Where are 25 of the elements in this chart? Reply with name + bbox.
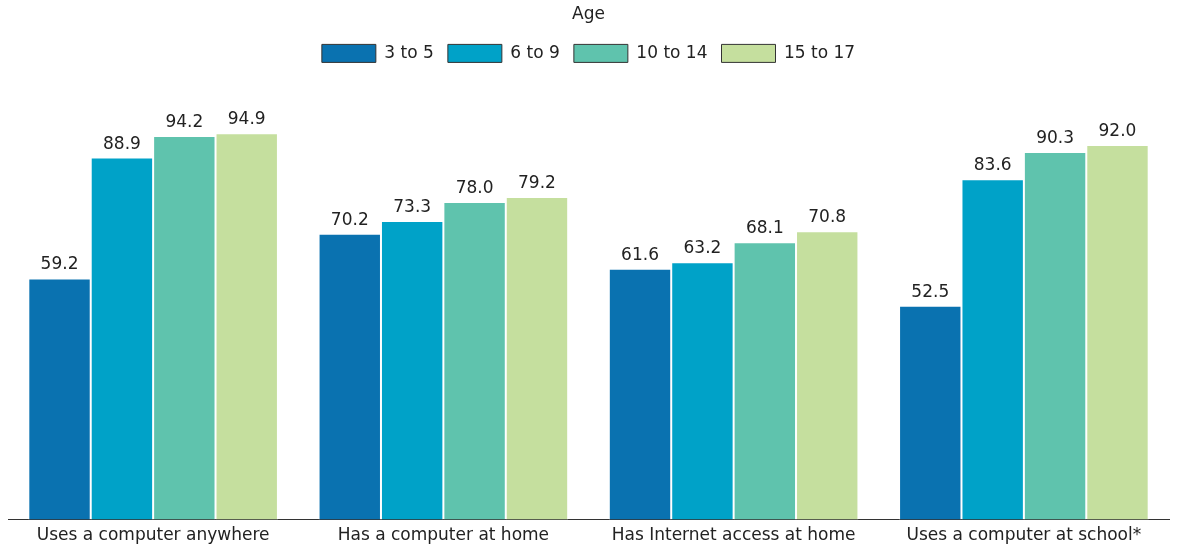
data-label: 59.2 [40, 253, 79, 274]
data-label: 73.3 [393, 196, 432, 217]
data-label: 90.3 [1036, 126, 1075, 147]
x-tick-label: Has Internet access at home [611, 524, 856, 545]
legend-label: 15 to 17 [784, 41, 856, 62]
data-label: 70.8 [808, 206, 847, 227]
legend-label: 6 to 9 [510, 41, 560, 62]
data-label: 92.0 [1098, 119, 1137, 140]
data-label: 63.2 [683, 237, 722, 258]
legend-label: 3 to 5 [384, 41, 434, 62]
data-label: 78.0 [455, 176, 494, 197]
data-label: 94.9 [227, 108, 266, 129]
legend-title: Age [572, 2, 605, 23]
data-label: 68.1 [745, 217, 784, 238]
data-label: 83.6 [973, 154, 1012, 175]
data-label: 52.5 [911, 280, 950, 301]
x-tick-label: Uses a computer at school* [906, 524, 1142, 545]
data-label: 94.2 [165, 110, 204, 131]
legend-label: 10 to 14 [636, 41, 708, 62]
x-tick-label: Uses a computer anywhere [36, 524, 270, 545]
data-label: 61.6 [621, 243, 659, 264]
data-label: 79.2 [518, 172, 556, 193]
x-tick-label: Has a computer at home [337, 524, 550, 545]
data-label: 70.2 [330, 208, 369, 229]
data-label: 88.9 [102, 132, 141, 153]
